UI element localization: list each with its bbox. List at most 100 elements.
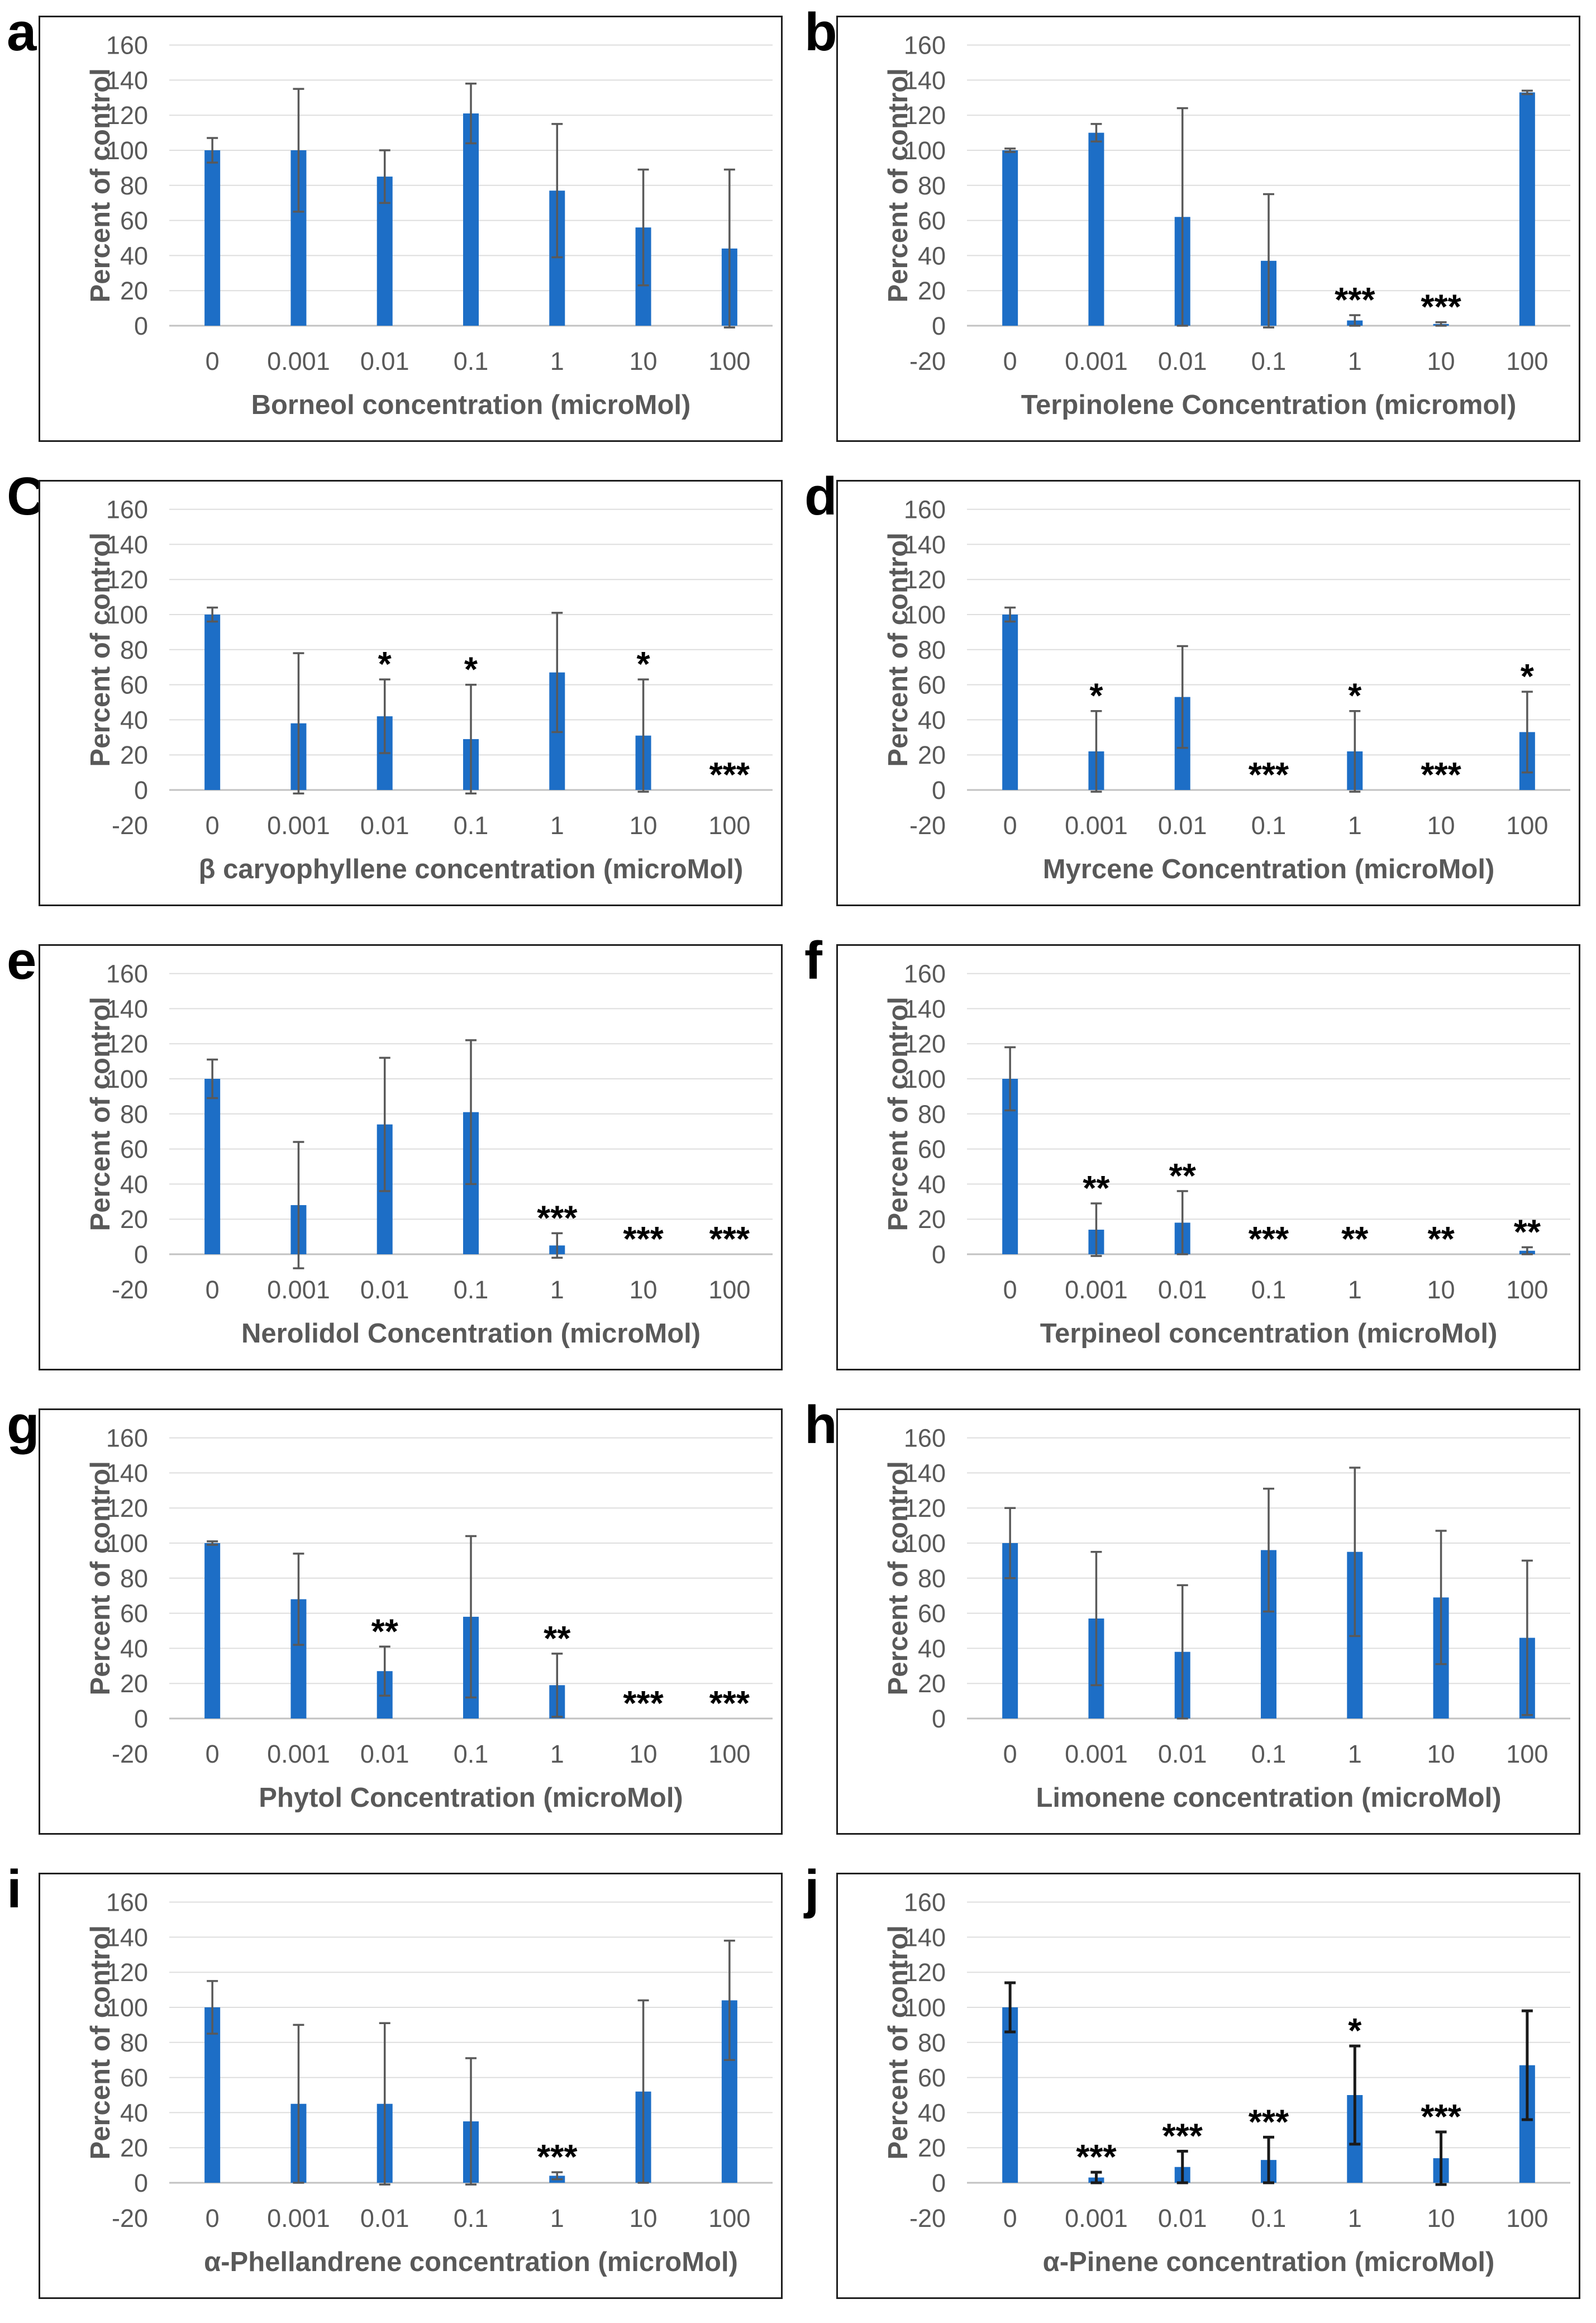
x-tick-label: 1 <box>550 2204 564 2232</box>
y-axis-title: Percent of control <box>883 68 913 302</box>
y-tick-label: 0 <box>134 1240 148 1269</box>
significance-marker: * <box>1521 658 1535 696</box>
x-tick-label: 0 <box>1003 1740 1017 1768</box>
significance-marker: * <box>1348 677 1362 716</box>
panel-letter: d <box>804 466 837 526</box>
y-tick-label: 140 <box>106 994 148 1023</box>
y-tick-label: 100 <box>904 1065 946 1093</box>
y-tick-label: 160 <box>106 1888 148 1917</box>
significance-marker: * <box>378 645 392 684</box>
y-tick-label: 20 <box>120 2134 148 2162</box>
bar <box>1088 132 1104 326</box>
y-tick-label: -20 <box>112 1740 148 1768</box>
x-tick-label: 10 <box>1427 347 1455 375</box>
chart-panel: i -20 0 20 40 60 80 100 120 140 160 0 0.001 0.01 0.1 *… <box>0 1857 798 2321</box>
x-tick-label: 10 <box>1427 1275 1455 1304</box>
x-tick-label: 100 <box>708 1275 750 1304</box>
bar <box>204 615 221 790</box>
significance-marker: *** <box>1249 2103 1289 2141</box>
x-tick-label: 0.001 <box>1065 2204 1128 2232</box>
chart-box: -20 0 20 40 60 80 100 120 140 160 0 0.001 * 0.01 * 0.1 1… <box>39 480 783 906</box>
y-tick-label: 80 <box>120 2029 148 2057</box>
x-tick-label: 1 <box>1348 2204 1362 2232</box>
x-tick-label: 0 <box>1003 811 1017 840</box>
y-tick-label: 0 <box>932 312 946 340</box>
x-axis-title: Borneol concentration (microMol) <box>251 390 691 420</box>
y-tick-label: 160 <box>904 496 946 524</box>
significance-marker: ** <box>1083 1169 1110 1208</box>
x-tick-label: 100 <box>708 2204 750 2232</box>
x-tick-label: 0 <box>206 1740 220 1768</box>
significance-marker: *** <box>537 1199 578 1237</box>
x-tick-label: 0 <box>206 811 220 840</box>
y-tick-label: 0 <box>932 1705 946 1733</box>
x-tick-label: 1 <box>550 347 564 375</box>
y-tick-label: 100 <box>904 1993 946 2022</box>
x-tick-label: 0.1 <box>1251 347 1287 375</box>
significance-marker: *** <box>623 1684 664 1723</box>
y-tick-label: 20 <box>918 1669 946 1698</box>
y-tick-label: 160 <box>904 1424 946 1453</box>
y-tick-label: 100 <box>904 1529 946 1558</box>
y-tick-label: -20 <box>909 2204 946 2232</box>
y-tick-label: 120 <box>904 565 946 594</box>
y-tick-label: 60 <box>918 207 946 235</box>
y-tick-label: 120 <box>106 565 148 594</box>
chart-box: -20 0 20 40 60 80 100 120 140 160 0 0.001 ** 0.01 0.1 *… <box>39 1408 783 1835</box>
bar <box>204 2007 221 2183</box>
x-tick-label: 0.01 <box>360 811 409 840</box>
bar-chart-svg: 0 20 40 60 80 100 120 140 160 0 ** 0.001 ** 0.01 *** 0.… <box>883 960 1570 1349</box>
x-tick-label: 100 <box>1506 811 1548 840</box>
y-tick-label: 20 <box>120 741 148 769</box>
y-tick-label: 20 <box>918 2134 946 2162</box>
x-axis-title: α-Pinene concentration (microMol) <box>1043 2247 1495 2277</box>
significance-marker: *** <box>1335 281 1375 320</box>
chart-box: -20 0 20 40 60 80 100 120 140 160 0 0.001 0.01 0.1 ***… <box>836 16 1580 442</box>
significance-marker: ** <box>371 1612 399 1651</box>
y-tick-label: 100 <box>106 601 148 629</box>
significance-marker: * <box>1089 677 1103 716</box>
chart-panel: h 0 20 40 60 80 100 120 140 160 0 0.001 0.01 0.1 1 10 1… <box>798 1393 1596 1857</box>
x-tick-label: 0 <box>206 347 220 375</box>
x-tick-label: 0 <box>1003 347 1017 375</box>
y-tick-label: 140 <box>904 994 946 1023</box>
y-tick-label: 140 <box>106 1459 148 1487</box>
y-tick-label: 20 <box>120 1669 148 1698</box>
significance-marker: *** <box>709 756 750 794</box>
y-axis-title: Percent of control <box>883 1925 913 2159</box>
bar-chart-svg: -20 0 20 40 60 80 100 120 140 160 0 0.001 0.01 0.1 ***… <box>85 960 773 1349</box>
chart-box: -20 0 20 40 60 80 100 120 140 160 0 0.001 0.01 0.1 ***… <box>39 944 783 1370</box>
x-tick-label: 100 <box>708 811 750 840</box>
y-tick-label: 0 <box>134 2169 148 2197</box>
y-axis-title: Percent of control <box>883 532 913 767</box>
y-tick-label: 120 <box>904 1958 946 1987</box>
y-axis-title: Percent of control <box>85 1925 116 2159</box>
x-axis-title: Nerolidol Concentration (microMol) <box>241 1318 701 1349</box>
y-tick-label: 20 <box>918 1205 946 1234</box>
x-tick-label: 10 <box>630 811 658 840</box>
x-tick-label: 0 <box>1003 1275 1017 1304</box>
y-tick-label: 40 <box>918 706 946 734</box>
significance-marker: *** <box>709 1220 750 1259</box>
y-tick-label: 160 <box>106 1424 148 1453</box>
y-tick-label: 80 <box>120 636 148 664</box>
y-tick-label: 80 <box>120 1100 148 1129</box>
y-tick-label: -20 <box>909 811 946 840</box>
x-tick-label: 1 <box>1348 1740 1362 1768</box>
x-tick-label: 0.01 <box>1158 811 1207 840</box>
x-tick-label: 0.01 <box>360 347 409 375</box>
bar <box>463 113 479 326</box>
bar-chart-svg: 0 20 40 60 80 100 120 140 160 0 0.001 0.01 0.1 1 10 100… <box>883 1424 1570 1813</box>
y-tick-label: 160 <box>106 960 148 988</box>
x-tick-label: 0.001 <box>267 1740 330 1768</box>
x-axis-title: Terpineol concentration (microMol) <box>1040 1318 1498 1349</box>
x-tick-label: 0.001 <box>267 347 330 375</box>
significance-marker: *** <box>1249 1220 1289 1259</box>
y-tick-label: 40 <box>120 706 148 734</box>
y-tick-label: 40 <box>120 241 148 270</box>
y-tick-label: 60 <box>120 207 148 235</box>
x-tick-label: 1 <box>550 811 564 840</box>
x-tick-label: 1 <box>550 1275 564 1304</box>
bar-chart-svg: -20 0 20 40 60 80 100 120 140 160 0 0.001 0.01 0.1 ***… <box>883 31 1570 420</box>
